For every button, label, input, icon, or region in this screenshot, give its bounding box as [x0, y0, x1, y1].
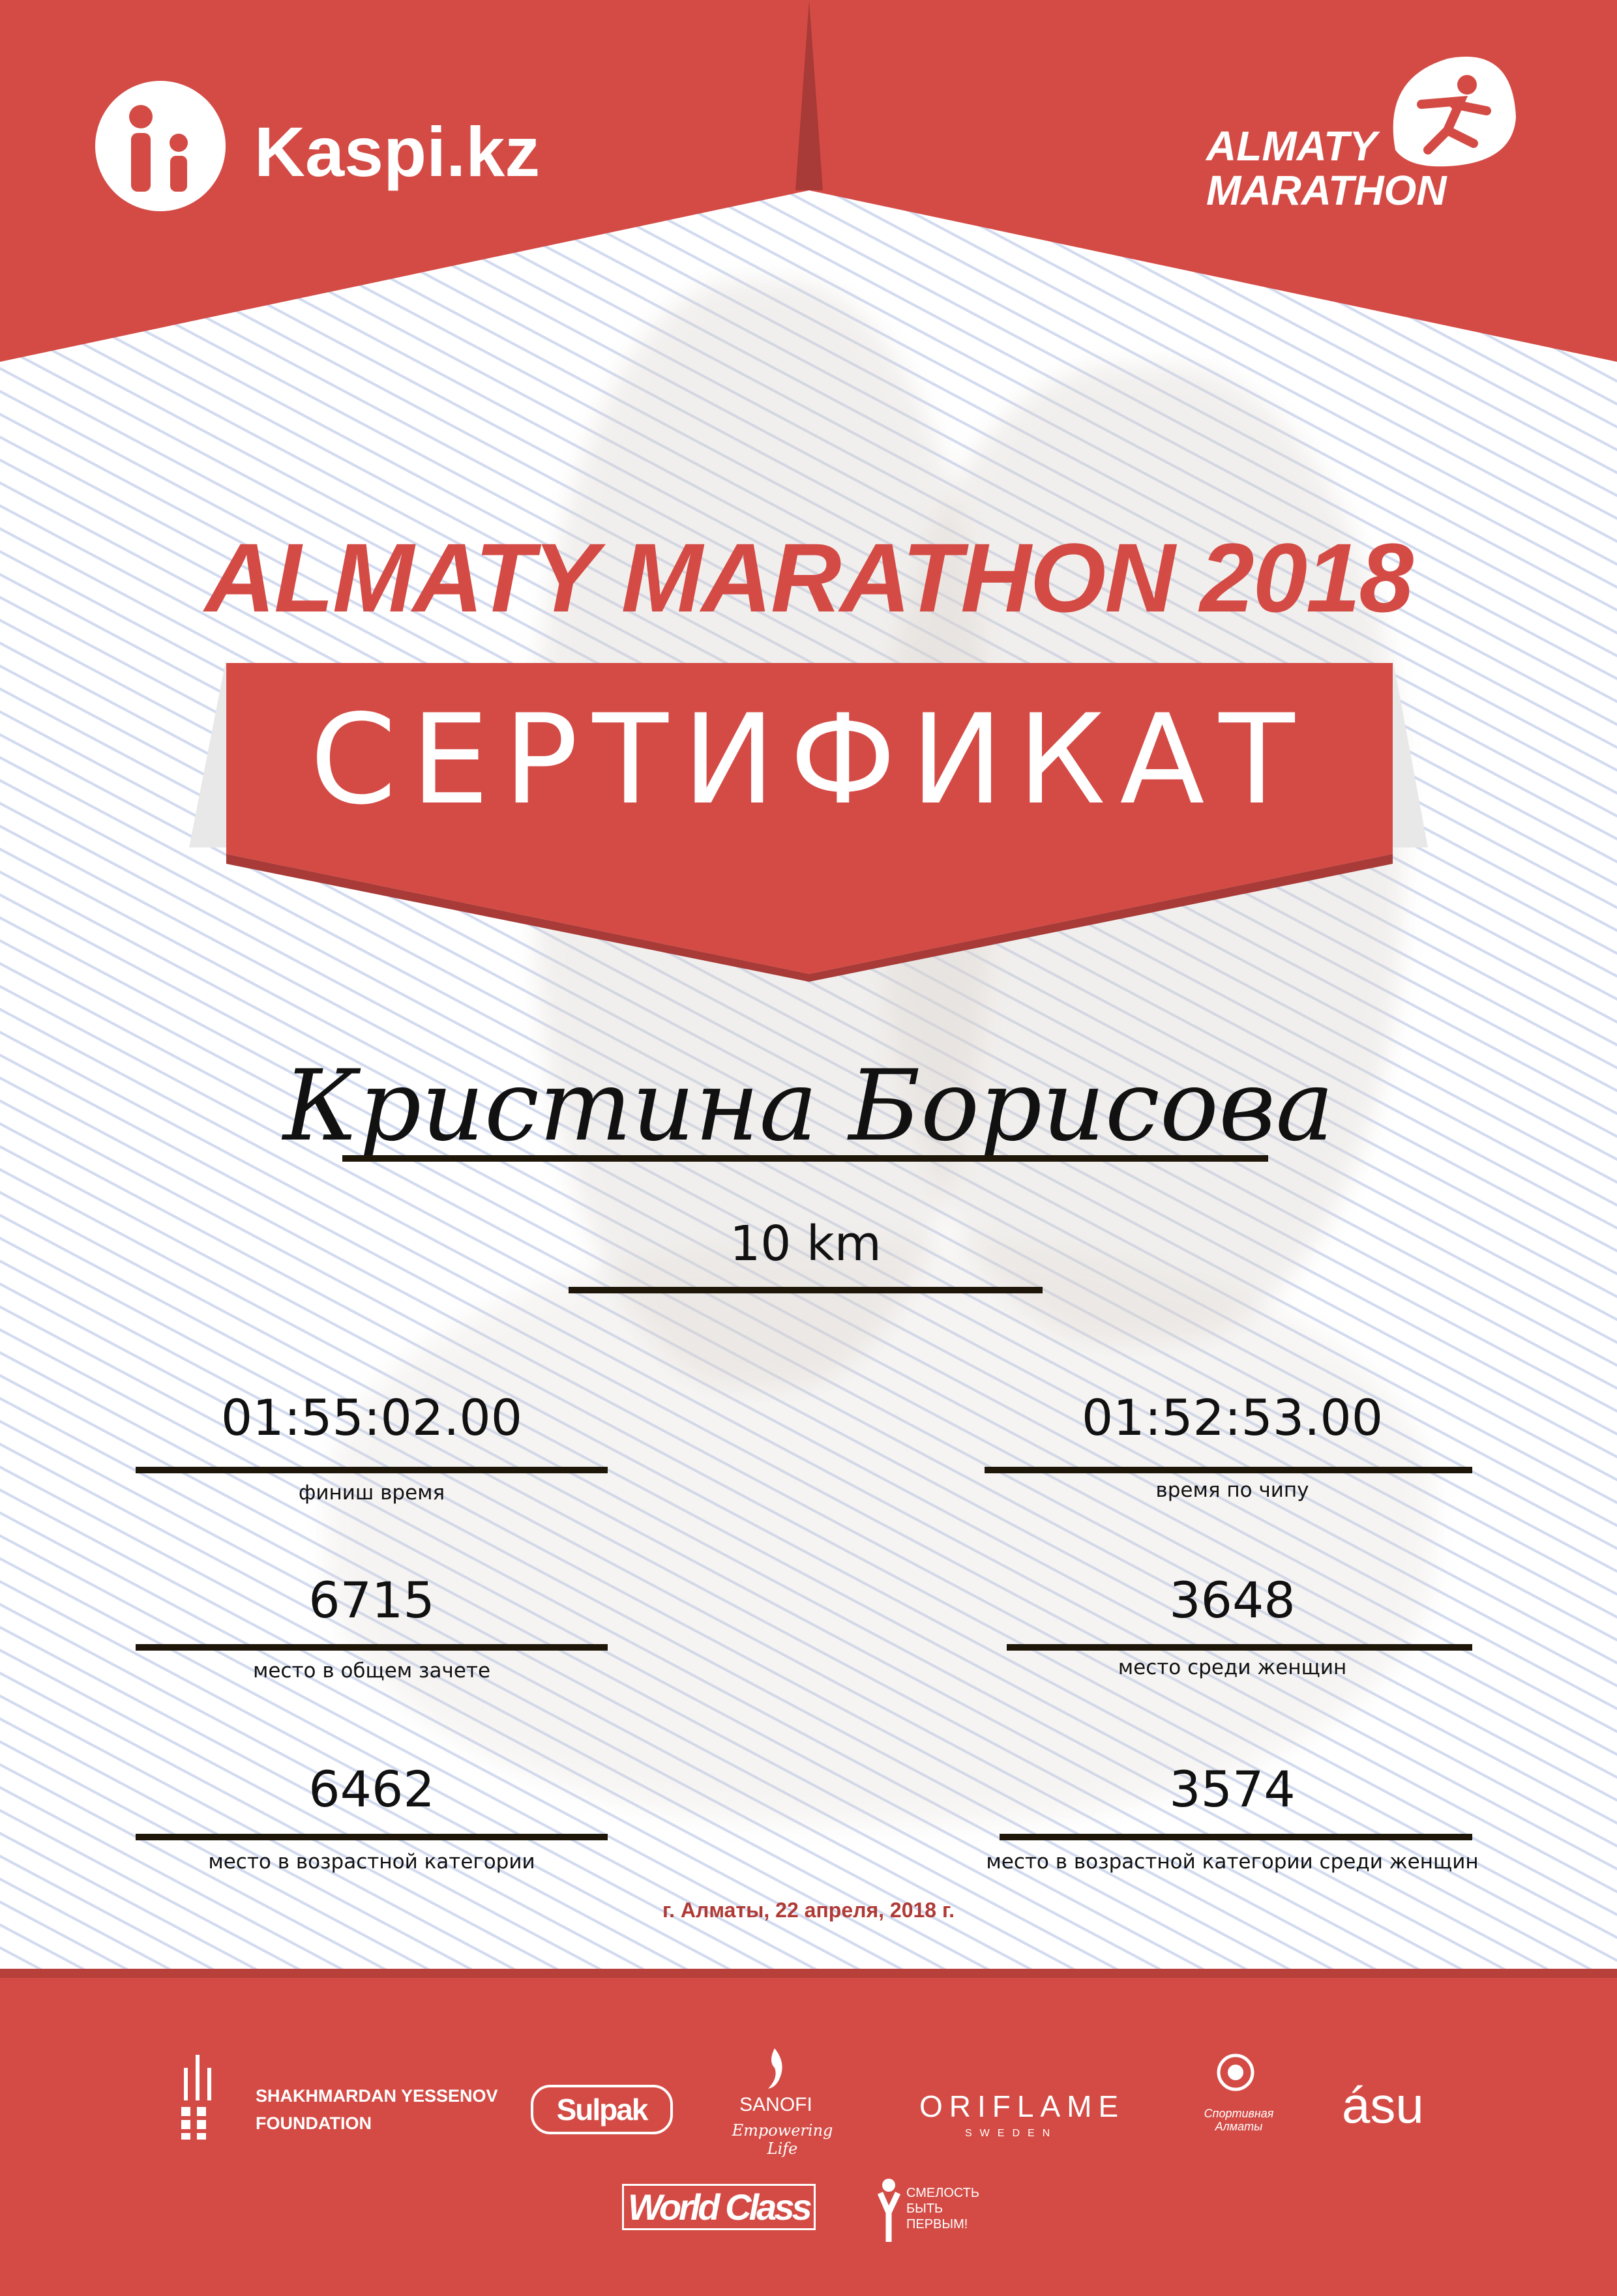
- asu-logo: ásu: [1342, 2076, 1424, 2134]
- participant-name: Кристина Борисова: [283, 1050, 1334, 1163]
- chip-time-line: [985, 1467, 1472, 1473]
- sanofi-logo: SANOFI: [739, 2094, 812, 2115]
- almaty-marathon-runner-icon: [1393, 56, 1516, 167]
- background-pattern: [0, 0, 1617, 1969]
- header-band: [0, 0, 1617, 362]
- runner-photo-legs: [326, 1239, 1434, 1825]
- oriflame-logo: ORIFLAME: [919, 2089, 1125, 2123]
- logo-line-2: MARATHON: [1206, 167, 1447, 214]
- age-women-place-line: [1000, 1834, 1472, 1840]
- overall-place-label: место в общем зачете: [252, 1659, 491, 1683]
- sanofi-icon: [768, 2048, 782, 2089]
- yessenov-line-2: FOUNDATION: [256, 2113, 372, 2133]
- fund-line-3: ПЕРВЫМ!: [906, 2217, 968, 2231]
- distance-underline: [569, 1287, 1043, 1293]
- yessenov-foundation-icon: [181, 2055, 211, 2140]
- fund-line-2: БЫТЬ: [906, 2201, 943, 2216]
- yessenov-line-1: SHAKHMARDAN YESSENOV: [256, 2086, 498, 2106]
- distance: 10 km: [730, 1216, 882, 1272]
- sponsors-footer: SHAKHMARDAN YESSENOV FOUNDATION Sulpak S…: [0, 1969, 1617, 2296]
- overall-place-value: 6715: [308, 1571, 435, 1629]
- name-underline: [342, 1155, 1268, 1162]
- sulpak-logo: Sulpak: [531, 2085, 673, 2134]
- finish-time-value: 01:55:02.00: [220, 1389, 523, 1447]
- women-place-value: 3648: [1169, 1571, 1296, 1629]
- event-title: ALMATY MARATHON 2018: [205, 523, 1414, 632]
- almaty-marathon-logo: ALMATY MARATHON: [1206, 124, 1447, 213]
- fund-slogan: СМЕЛОСТЬ БЫТЬ ПЕРВЫМ!: [906, 2185, 979, 2232]
- oriflame-sweden: SWEDEN: [965, 2128, 1058, 2139]
- kaspi-logo: Kaspi.kz: [254, 112, 541, 191]
- women-place-label: место среди женщин: [1118, 1656, 1347, 1679]
- certificate-heading: СЕРТИФИКАТ: [310, 688, 1309, 832]
- yessenov-foundation-logo: SHAKHMARDAN YESSENOV FOUNDATION: [256, 2082, 498, 2137]
- age-place-value: 6462: [308, 1760, 435, 1818]
- sanofi-tagline: Empowering Life: [732, 2121, 833, 2158]
- age-place-label: место в возрастной категории: [208, 1850, 535, 1874]
- sport-almaty-emblem-icon: [1217, 2053, 1254, 2091]
- worldclass-logo: World Class: [622, 2184, 816, 2230]
- age-place-line: [136, 1834, 608, 1840]
- women-place-line: [1007, 1644, 1472, 1651]
- chip-time-value: 01:52:53.00: [1081, 1389, 1384, 1447]
- age-women-place-value: 3574: [1169, 1760, 1296, 1818]
- fund-figure-icon: [877, 2179, 901, 2242]
- finish-time-label: финиш время: [298, 1481, 445, 1505]
- chip-time-label: время по чипу: [1155, 1479, 1309, 1502]
- overall-place-line: [136, 1644, 608, 1651]
- finish-time-line: [136, 1467, 608, 1473]
- kaspi-icon: [95, 81, 226, 211]
- sport-almaty-logo: Спортивная Алматы: [1204, 2107, 1274, 2133]
- logo-line-1: ALMATY: [1206, 123, 1377, 169]
- fund-line-1: СМЕЛОСТЬ: [906, 2186, 980, 2200]
- certificate-banner: [189, 658, 1428, 982]
- age-women-place-label: место в возрастной категории среди женщи…: [986, 1850, 1479, 1874]
- date-place: г. Алматы, 22 апреля, 2018 г.: [662, 1898, 955, 1922]
